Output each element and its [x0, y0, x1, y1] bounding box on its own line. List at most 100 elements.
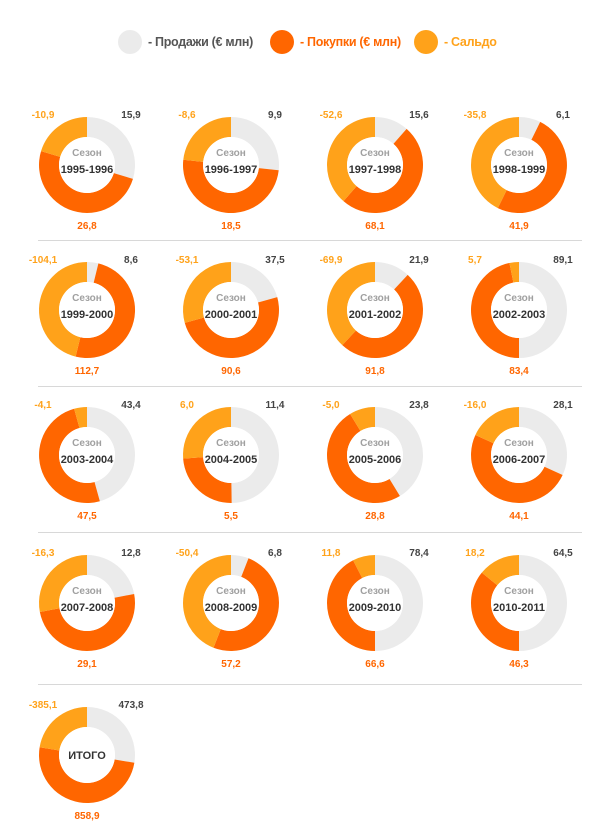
donut-hole	[491, 575, 547, 631]
purchases-slice	[471, 262, 519, 358]
balance-value-label: 11,8	[322, 548, 341, 559]
purchases-value-label: 68,1	[365, 221, 385, 232]
sales-slice	[87, 555, 135, 598]
balance-value-label: -52,6	[320, 110, 343, 121]
donut-hole	[491, 137, 547, 193]
sales-value-label: 23,8	[409, 400, 429, 411]
purchases-value-label: 83,4	[509, 366, 529, 377]
purchases-value-label: 29,1	[77, 659, 97, 670]
purchases-slice	[75, 263, 136, 359]
purchases-value-label: 28,8	[365, 511, 385, 522]
sales-slice	[519, 555, 567, 651]
donut-season-label: 2003-2004	[61, 454, 114, 466]
balance-slice	[475, 407, 519, 444]
donut-center-label: ИТОГО	[68, 750, 106, 762]
balance-value-label: -53,1	[176, 255, 199, 266]
sales-slice	[87, 117, 135, 179]
donut-season-prefix: Сезон	[360, 586, 390, 597]
balance-slice	[182, 407, 231, 459]
purchases-slice	[327, 413, 400, 504]
purchases-slice	[342, 274, 423, 358]
sales-slice	[519, 407, 567, 476]
donut-season-prefix: Сезон	[216, 586, 246, 597]
sales-value-label: 64,5	[553, 548, 573, 559]
donut-season-prefix: Сезон	[360, 438, 390, 449]
sales-value-label: 78,4	[409, 548, 429, 559]
legend-label-balance: - Сальдо	[444, 35, 497, 49]
purchases-value-label: 91,8	[365, 366, 385, 377]
balance-value-label: -385,1	[29, 700, 58, 711]
sales-slice	[87, 262, 99, 283]
sales-value-label: 8,6	[124, 255, 138, 266]
purchases-slice	[39, 593, 136, 651]
donut-hole	[203, 427, 259, 483]
donut-season-label: 2005-2006	[349, 454, 402, 466]
purchases-value-label: 41,9	[509, 221, 529, 232]
balance-value-label: -16,3	[32, 548, 55, 559]
legend-item-balance: - Сальдо	[414, 28, 497, 56]
purchases-value-label: 90,6	[221, 366, 241, 377]
sales-slice	[375, 117, 407, 144]
purchases-slice	[497, 121, 567, 213]
row-divider	[38, 386, 582, 387]
donut-season-prefix: Сезон	[216, 293, 246, 304]
row-divider	[38, 532, 582, 533]
purchases-value-label: 18,5	[221, 221, 241, 232]
sales-slice	[519, 117, 541, 140]
donut-hole	[59, 575, 115, 631]
sales-slice	[87, 407, 135, 502]
donut-season-prefix: Сезон	[72, 438, 102, 449]
donut-season-label: 2004-2005	[205, 454, 258, 466]
purchases-slice	[343, 128, 424, 214]
donut-season-label: 2007-2008	[61, 602, 114, 614]
donut-season-label: 1995-1996	[61, 164, 114, 176]
balance-slice	[471, 117, 519, 209]
donut-season-label: 2002-2003	[493, 309, 546, 321]
purchases-slice	[184, 297, 279, 359]
balance-slice	[183, 555, 231, 648]
legend: - Продажи (€ млн) - Покупки (€ млн) - Са…	[0, 0, 600, 85]
donut-season-label: 2008-2009	[205, 602, 258, 614]
donut-season-prefix: Сезон	[72, 293, 102, 304]
sales-value-label: 6,1	[556, 110, 570, 121]
donut-hole	[347, 137, 403, 193]
donut-season-prefix: Сезон	[72, 586, 102, 597]
sales-slice	[375, 262, 408, 290]
balance-slice	[350, 407, 375, 432]
donut-hole	[59, 727, 115, 783]
purchases-slice	[39, 747, 135, 803]
sales-value-label: 9,9	[268, 110, 282, 121]
balance-value-label: -8,6	[178, 110, 196, 121]
donut-season-label: 2001-2002	[349, 309, 402, 321]
donut-season-prefix: Сезон	[504, 293, 534, 304]
balance-swatch-icon	[414, 30, 438, 54]
donut-season-label: 1997-1998	[349, 164, 402, 176]
balance-slice	[39, 262, 87, 357]
balance-slice	[74, 407, 87, 429]
purchases-slice	[327, 560, 375, 651]
legend-label-purchases: - Покупки (€ млн)	[300, 35, 401, 49]
balance-value-label: -10,9	[32, 110, 55, 121]
purchases-value-label: 46,3	[509, 659, 529, 670]
sales-slice	[87, 707, 135, 763]
sales-slice	[375, 407, 424, 497]
donut-season-prefix: Сезон	[360, 148, 390, 159]
donut-hole	[59, 427, 115, 483]
donut-hole	[347, 282, 403, 338]
donut-season-prefix: Сезон	[360, 293, 390, 304]
donut-season-prefix: Сезон	[504, 148, 534, 159]
legend-item-sales: - Продажи (€ млн)	[118, 28, 253, 56]
row-divider	[38, 240, 582, 241]
sales-value-label: 21,9	[409, 255, 429, 266]
sales-value-label: 6,8	[268, 548, 282, 559]
purchases-value-label: 57,2	[221, 659, 241, 670]
purchases-slice	[183, 159, 279, 213]
donut-season-prefix: Сезон	[216, 438, 246, 449]
donut-season-label: 2010-2011	[493, 602, 545, 614]
sales-slice	[375, 555, 423, 651]
donut-hole	[491, 427, 547, 483]
purchases-value-label: 5,5	[224, 511, 238, 522]
balance-slice	[509, 262, 519, 283]
